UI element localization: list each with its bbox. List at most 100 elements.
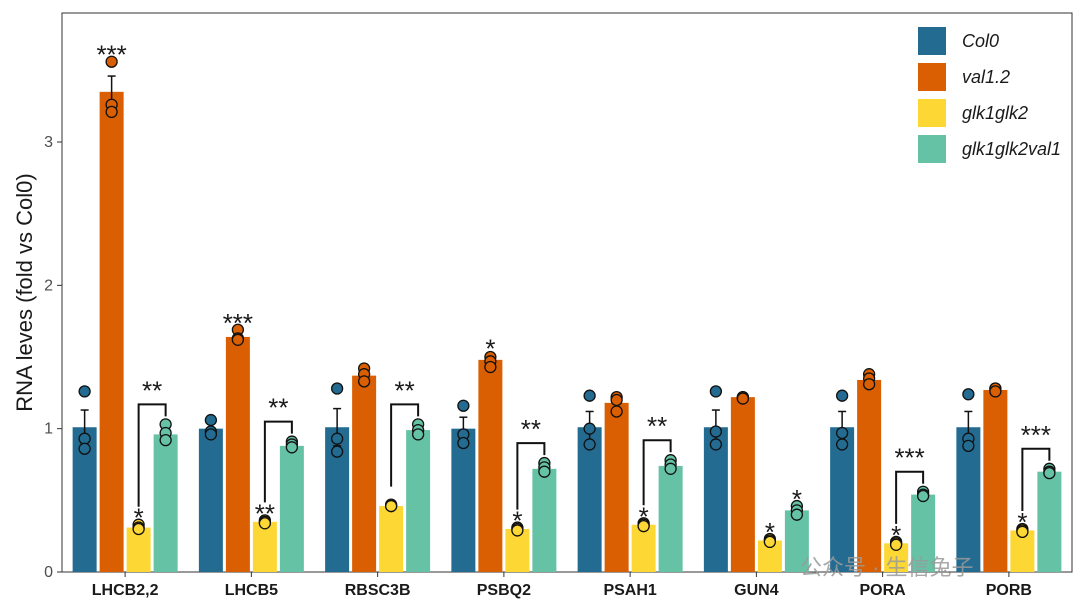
bar (631, 524, 656, 572)
significance-label: * (512, 506, 522, 536)
y-axis-title: RNA leves (fold vs Col0) (12, 173, 37, 411)
data-point (583, 422, 596, 435)
significance-label: *** (96, 40, 126, 70)
y-tick-label: 1 (44, 421, 53, 438)
data-point (763, 535, 777, 549)
bar (198, 428, 223, 572)
plot-panel (61, 12, 1073, 573)
data-point (790, 508, 804, 521)
x-tick-label: PORA (860, 582, 907, 599)
bar (379, 506, 404, 572)
significance-label: * (134, 503, 144, 533)
bar (99, 91, 124, 572)
significance-label: * (1017, 507, 1027, 537)
data-point (484, 360, 497, 374)
significance-bracket (516, 442, 546, 510)
data-point (258, 517, 272, 530)
y-tick-label: 2 (44, 277, 53, 294)
watermark-text: 公众号 · 生信兔子 (800, 555, 974, 580)
bar (252, 521, 277, 572)
data-point (835, 438, 849, 451)
x-tick-label: GUN4 (734, 582, 779, 599)
significance-label: ** (647, 411, 667, 441)
x-tick-label: RBSC3B (345, 582, 411, 599)
data-point (330, 432, 344, 445)
data-point (962, 388, 975, 401)
significance-label: *** (1021, 420, 1051, 450)
bar (983, 389, 1008, 572)
x-tick-label: PSBQ2 (477, 582, 531, 599)
significance-label: * (891, 520, 901, 550)
legend-key (918, 63, 946, 91)
data-point (583, 389, 596, 402)
significance-bracket (137, 403, 167, 507)
significance-label: ** (521, 414, 541, 444)
data-point (132, 522, 145, 536)
data-point (330, 445, 344, 458)
y-tick-label: 0 (44, 564, 53, 581)
data-point (610, 393, 623, 407)
significance-label: *** (894, 443, 924, 473)
data-point (889, 538, 903, 551)
data-point (78, 385, 91, 398)
data-point (962, 439, 975, 453)
legend-key (918, 99, 946, 127)
data-point (330, 382, 344, 395)
significance-bracket (263, 420, 293, 503)
legend-key (918, 135, 946, 163)
bar (478, 359, 503, 572)
data-point (78, 432, 91, 445)
legend-label: glk1glk2 (962, 103, 1028, 123)
bar (153, 434, 178, 572)
bar (830, 427, 855, 572)
bar (911, 494, 936, 572)
data-point (285, 441, 299, 454)
significance-label: ** (255, 498, 275, 528)
significance-label: ** (395, 375, 415, 405)
data-point (610, 405, 623, 418)
significance-bracket (642, 439, 672, 506)
x-tick-label: PORB (986, 582, 1032, 599)
bar (703, 427, 728, 572)
data-point (78, 442, 91, 455)
data-point (862, 378, 876, 391)
data-point (105, 55, 118, 68)
data-point (357, 375, 371, 388)
bar (406, 430, 431, 572)
bar (279, 445, 304, 572)
data-point (159, 433, 172, 447)
significance-label: *** (223, 308, 253, 338)
data-point (989, 385, 1002, 398)
bar (1037, 471, 1062, 572)
legend-label: glk1glk2val1 (962, 139, 1061, 159)
significance-label: * (485, 334, 495, 364)
significance-label: * (792, 484, 802, 514)
x-tick-label: LHCB2,2 (92, 582, 159, 599)
significance-label: * (639, 501, 649, 531)
data-point (709, 385, 723, 398)
data-point (204, 413, 218, 427)
data-point (1016, 525, 1029, 539)
x-tick-label: PSAH1 (603, 582, 656, 599)
data-point (709, 438, 723, 451)
data-point (511, 524, 524, 537)
data-point (664, 462, 677, 475)
bar (658, 465, 683, 572)
data-point (538, 465, 551, 478)
data-point (835, 426, 849, 440)
data-point (1043, 466, 1056, 480)
significance-label: * (765, 517, 775, 547)
x-tick-label: LHCB5 (225, 582, 278, 599)
data-point (457, 436, 470, 450)
data-point (583, 438, 596, 451)
legend-label: val1.2 (962, 67, 1010, 87)
data-point (457, 399, 470, 412)
legend-key (918, 27, 946, 55)
bar (225, 336, 250, 572)
y-tick-label: 3 (44, 134, 53, 151)
bar (857, 379, 882, 572)
significance-bracket (1021, 447, 1051, 511)
significance-bracket (895, 470, 925, 524)
